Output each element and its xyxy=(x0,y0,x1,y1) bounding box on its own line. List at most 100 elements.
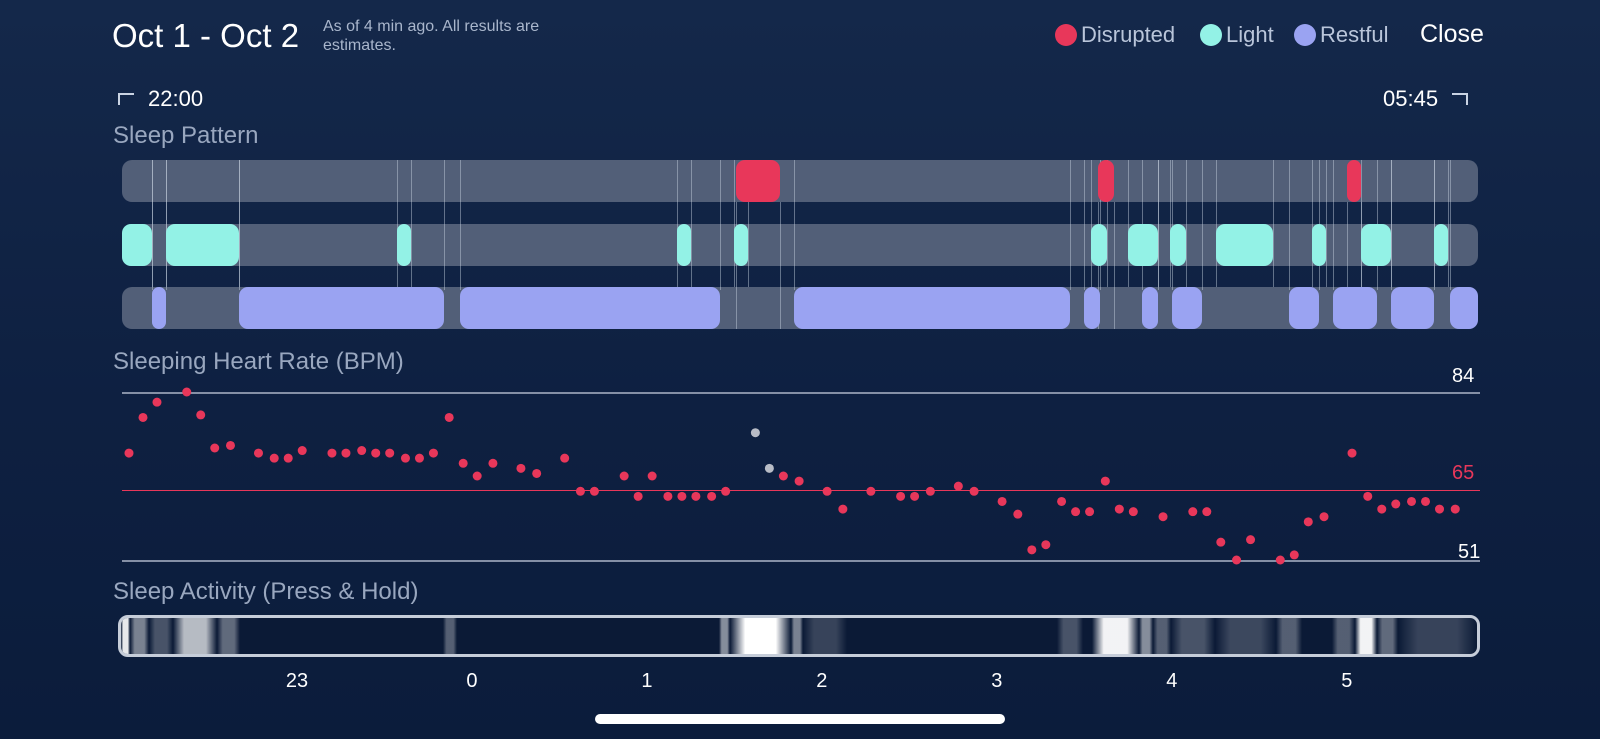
heart-rate-point xyxy=(778,471,788,481)
restful-segment xyxy=(1289,287,1319,329)
heart-rate-point xyxy=(1013,509,1023,519)
activity-title: Sleep Activity (Press & Hold) xyxy=(113,578,419,605)
disrupted-transition-line xyxy=(1114,202,1116,329)
heart-rate-point xyxy=(707,491,717,501)
disrupted-transition-line xyxy=(1360,202,1362,329)
restful-segment xyxy=(1084,287,1101,329)
heart-rate-point xyxy=(269,453,279,463)
restful-segment xyxy=(1142,287,1158,329)
heart-rate-point xyxy=(560,453,570,463)
close-button[interactable]: Close xyxy=(1420,20,1484,48)
light-segment xyxy=(1360,224,1391,266)
disrupted-dot-icon xyxy=(1055,24,1077,46)
disrupted-segment xyxy=(1346,160,1361,202)
heart-rate-point xyxy=(822,486,832,496)
heart-rate-point xyxy=(953,481,963,491)
heart-rate-point xyxy=(472,471,482,481)
disrupted-transition-line xyxy=(1346,202,1348,329)
light-transition-line xyxy=(748,160,750,287)
light-segment xyxy=(1170,224,1186,266)
home-indicator[interactable] xyxy=(595,714,1005,724)
light-dot-icon xyxy=(1200,24,1222,46)
axis-tick-label: 2 xyxy=(816,670,828,692)
light-segment xyxy=(1091,224,1108,266)
activity-burst xyxy=(1057,618,1084,654)
disrupted-row xyxy=(122,160,1478,202)
heart-rate-point xyxy=(196,410,206,420)
heart-rate-point xyxy=(633,491,643,501)
legend-restful-label: Restful xyxy=(1320,22,1389,47)
restful-transition-line xyxy=(165,160,167,290)
activity-burst xyxy=(148,618,174,654)
range-end: 05:45 xyxy=(1383,86,1469,112)
activity-burst xyxy=(121,618,130,654)
activity-burst xyxy=(1377,618,1399,654)
light-transition-line xyxy=(1157,160,1159,287)
restful-transition-line xyxy=(459,160,461,290)
disrupted-transition-line xyxy=(736,202,738,329)
heart-rate-point xyxy=(124,448,134,458)
light-segment xyxy=(122,224,152,266)
heart-rate-point xyxy=(385,448,395,458)
disrupted-segment xyxy=(736,160,780,202)
heart-rate-point xyxy=(575,486,585,496)
heart-rate-point xyxy=(1391,499,1401,509)
light-segment xyxy=(1215,224,1274,266)
heart-rate-point xyxy=(1407,496,1417,506)
heart-rate-point xyxy=(357,446,367,456)
restful-transition-line xyxy=(443,160,445,290)
axis-tick-label: 0 xyxy=(466,670,478,692)
heart-rate-point xyxy=(925,486,935,496)
bracket-left-icon xyxy=(118,93,134,105)
heart-rate-point xyxy=(691,491,701,501)
heart-rate-point xyxy=(750,428,760,438)
light-transition-line xyxy=(1107,160,1109,287)
light-transition-line xyxy=(1311,160,1313,287)
heart-rate-title: Sleeping Heart Rate (BPM) xyxy=(113,348,404,375)
light-transition-line xyxy=(1325,160,1327,287)
heart-rate-point xyxy=(400,453,410,463)
light-transition-line xyxy=(396,160,398,287)
light-transition-line xyxy=(1273,160,1275,287)
heart-rate-point xyxy=(1435,504,1445,514)
activity-burst xyxy=(719,618,730,654)
activity-burst xyxy=(1331,618,1355,654)
axis-tick-label: 3 xyxy=(991,670,1003,692)
light-transition-line xyxy=(165,160,167,287)
activity-burst xyxy=(803,618,848,654)
restful-transition-line xyxy=(1157,160,1159,290)
range-end-label: 05:45 xyxy=(1383,86,1439,111)
hr-min-line xyxy=(122,560,1480,562)
activity-burst xyxy=(1214,618,1276,654)
heart-rate-point xyxy=(1041,540,1051,550)
heart-rate-point xyxy=(1275,555,1285,565)
heart-rate-point xyxy=(297,446,307,456)
heart-rate-point xyxy=(1232,555,1242,565)
activity-burst xyxy=(217,618,240,654)
heart-rate-point xyxy=(838,504,848,514)
heart-rate-point xyxy=(1128,507,1138,517)
light-segment xyxy=(396,224,411,266)
activity-burst xyxy=(442,618,457,654)
heart-rate-point xyxy=(619,471,629,481)
light-transition-line xyxy=(151,160,153,287)
heart-rate-point xyxy=(764,463,774,473)
heart-rate-point xyxy=(1216,537,1226,547)
sleep-activity-bar[interactable] xyxy=(118,615,1480,657)
axis-tick-label: 4 xyxy=(1166,670,1178,692)
heart-rate-point xyxy=(969,486,979,496)
light-transition-line xyxy=(410,160,412,287)
heart-rate-point xyxy=(414,453,424,463)
heart-rate-point xyxy=(1246,535,1256,545)
activity-burst xyxy=(1354,618,1378,654)
restful-transition-line xyxy=(1289,160,1291,290)
activity-burst xyxy=(1153,618,1171,654)
estimate-note: As of 4 min ago. All results are estimat… xyxy=(323,18,540,54)
light-transition-line xyxy=(1434,160,1436,287)
range-start: 22:00 xyxy=(118,86,203,112)
restful-transition-line xyxy=(1070,160,1072,290)
hr-avg-label: 65 xyxy=(1452,462,1475,484)
heart-rate-point xyxy=(794,476,804,486)
heart-rate-point xyxy=(896,491,906,501)
